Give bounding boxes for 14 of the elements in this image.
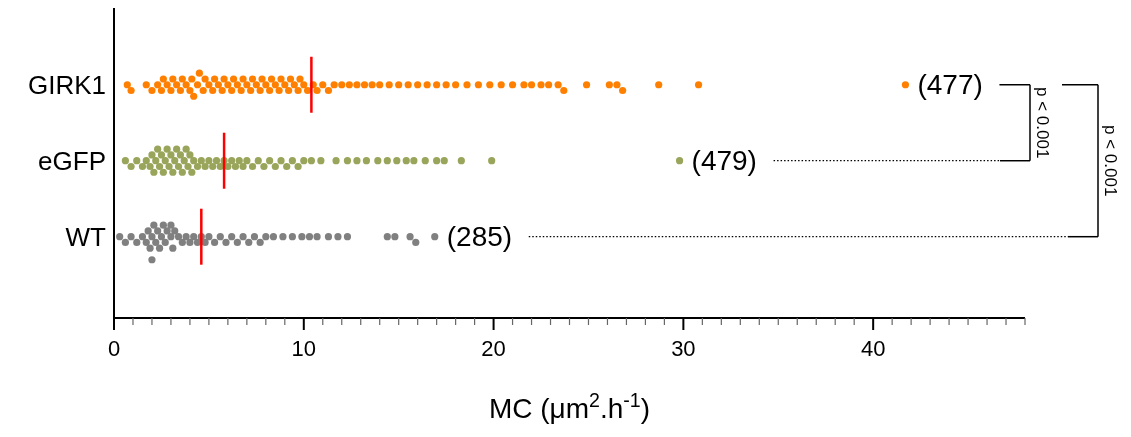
x-tick-label: 10 [291, 336, 317, 361]
y-tick-label: eGFP [38, 145, 106, 176]
x-axis-title: MC (μm$^{2}$.h$^{-1}$) [488, 389, 651, 424]
x-tick-label: 0 [107, 336, 121, 361]
y-tick-label: WT [65, 221, 107, 252]
y-tick-label: GIRK1 [27, 69, 106, 100]
annotation: (285) [446, 221, 513, 253]
x-tick-label: 30 [671, 336, 696, 361]
x-tick-label: 40 [860, 336, 886, 361]
annotation: (479) [691, 145, 757, 177]
text: p < 0.001 [1100, 125, 1120, 197]
x-tick-label: 20 [481, 336, 506, 361]
text: p < 0.001 [1032, 87, 1052, 159]
annotation: (477) [917, 69, 983, 101]
